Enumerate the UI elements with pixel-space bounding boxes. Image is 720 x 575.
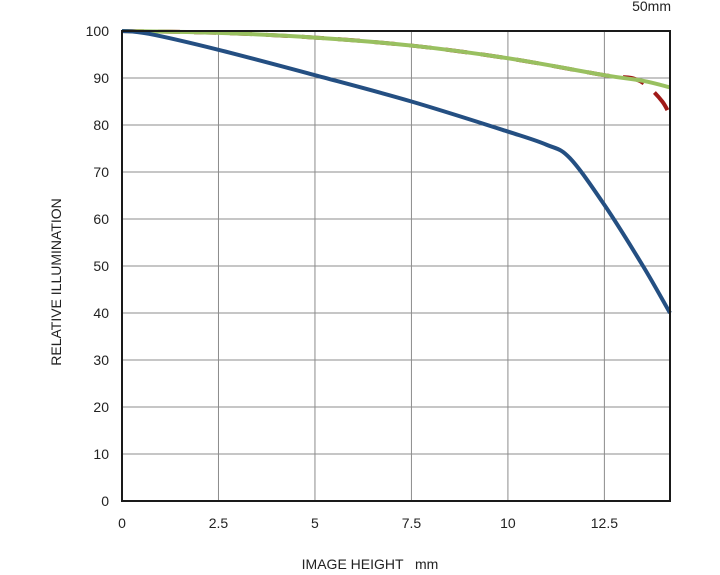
plot-frame — [121, 30, 671, 502]
y-tick-label-10: 100 — [86, 23, 110, 39]
x-axis-title: IMAGE HEIGHT mm — [302, 556, 439, 570]
y-tick-label-6: 60 — [93, 211, 109, 227]
y-axis-title: RELATIVE ILLUMINATION — [48, 198, 64, 366]
x-tick-label-4: 10 — [500, 515, 516, 531]
grid-lines — [121, 30, 670, 502]
x-axis-ticks: 0 2.5 5 7.5 10 12.5 — [118, 515, 618, 531]
x-tick-label-0: 0 — [118, 515, 126, 531]
y-tick-label-7: 70 — [93, 164, 109, 180]
y-tick-label-8: 80 — [93, 117, 109, 133]
y-tick-label-4: 40 — [93, 305, 109, 321]
series-lines — [121, 29, 672, 314]
x-tick-label-1: 2.5 — [209, 515, 229, 531]
x-tick-label-5: 12.5 — [591, 515, 618, 531]
y-tick-label-5: 50 — [93, 258, 109, 274]
y-axis-ticks: 0 10 20 30 40 50 60 70 80 90 100 — [86, 23, 110, 509]
x-tick-label-2: 5 — [311, 515, 319, 531]
y-tick-label-0: 0 — [101, 493, 109, 509]
y-tick-label-3: 30 — [93, 352, 109, 368]
y-tick-label-9: 90 — [93, 70, 109, 86]
y-tick-label-2: 20 — [93, 399, 109, 415]
x-tick-label-3: 7.5 — [402, 515, 422, 531]
y-tick-label-1: 10 — [93, 446, 109, 462]
series-line-1 — [121, 29, 671, 90]
focal-length-label: 50mm — [632, 0, 671, 14]
series-line-2 — [121, 29, 672, 314]
